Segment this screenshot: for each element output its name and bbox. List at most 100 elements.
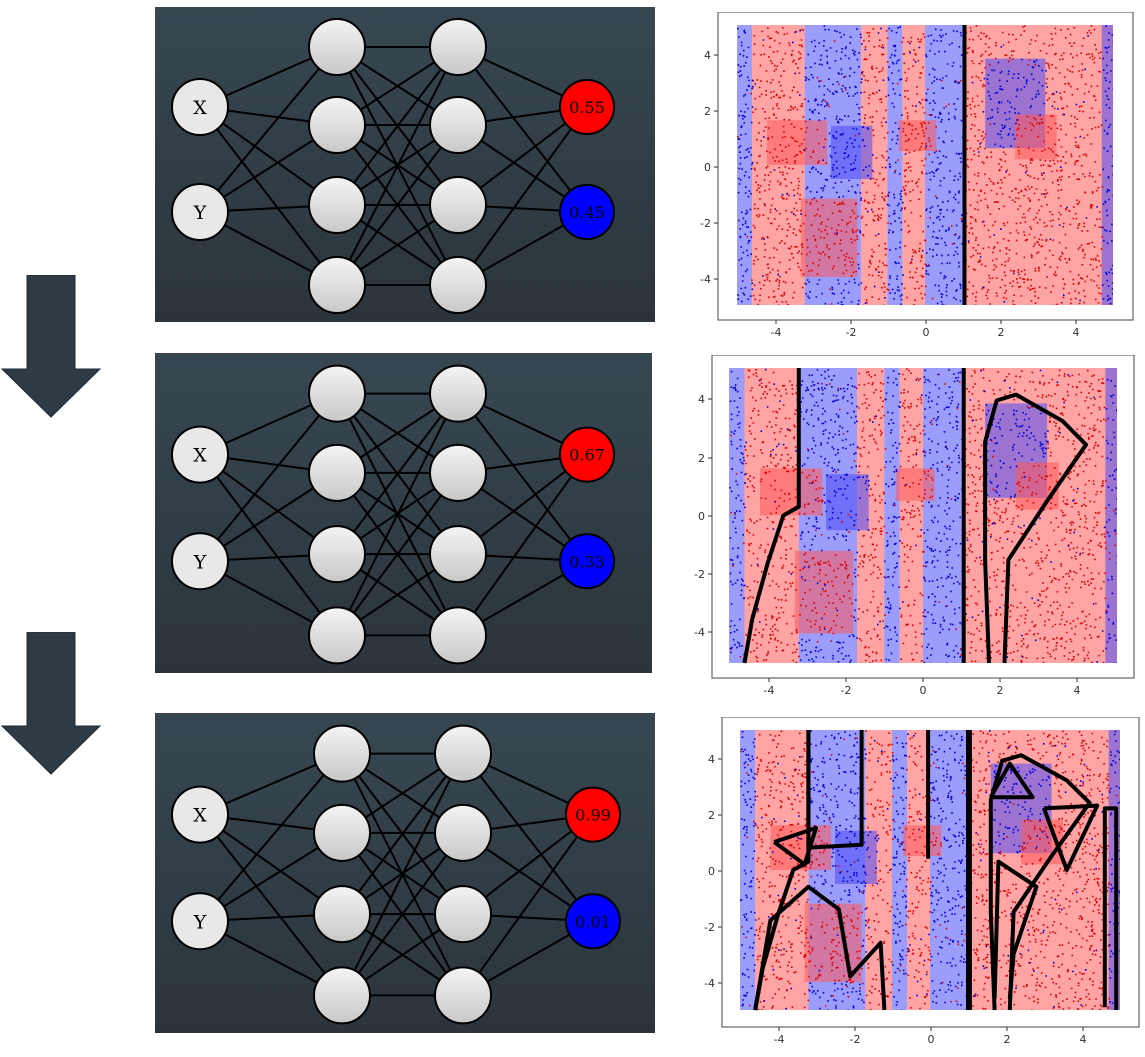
class-region xyxy=(804,903,862,982)
down-arrow-shape xyxy=(0,275,102,418)
y-tick-label: -4 xyxy=(694,626,705,639)
boundary-line xyxy=(989,761,1035,800)
class-region xyxy=(729,368,745,663)
output-probability: 0.33 xyxy=(569,552,605,571)
class-region xyxy=(835,830,877,884)
output-node-red xyxy=(559,426,615,483)
y-tick-label: 4 xyxy=(704,49,711,62)
boundary-line xyxy=(742,368,801,664)
hidden-node xyxy=(434,803,492,862)
connection-line xyxy=(457,106,588,286)
x-tick-label: 2 xyxy=(1004,1033,1011,1046)
hidden-node xyxy=(434,966,492,1025)
class-region xyxy=(884,368,900,663)
hidden-node xyxy=(313,724,371,783)
connection-line xyxy=(199,453,338,637)
hidden-node xyxy=(308,96,366,154)
hidden-node xyxy=(429,176,487,234)
boundary-line xyxy=(806,730,864,850)
output-probability: 0.45 xyxy=(569,203,605,222)
class-region xyxy=(740,730,756,1010)
class-region xyxy=(800,198,858,277)
hidden-node xyxy=(434,724,492,783)
y-tick-label: 0 xyxy=(704,161,711,174)
y-tick-label: 4 xyxy=(708,753,715,766)
class-region xyxy=(1105,368,1117,663)
hidden-node xyxy=(308,18,366,76)
down-arrow-shape xyxy=(0,632,102,775)
scatter-points xyxy=(729,368,1117,663)
hidden-node xyxy=(308,364,366,423)
decision-boundary-plot: -4 -2 0 2 4 4 2 0 -2 -4 xyxy=(700,12,1134,339)
output-node-red xyxy=(559,79,615,135)
decision-boundary xyxy=(753,730,1119,1011)
class-region xyxy=(925,25,963,305)
hidden-node xyxy=(313,885,371,944)
boundary-line xyxy=(773,826,818,867)
output-probability: 0.01 xyxy=(575,912,611,931)
input-node xyxy=(171,78,229,136)
boundary-line xyxy=(753,884,887,1011)
axis-ticks: -4 -2 0 2 4 4 2 0 -2 -4 xyxy=(704,753,1086,1046)
x-tick-label: 2 xyxy=(997,684,1004,697)
hidden-node xyxy=(434,885,492,944)
decision-boundary-plot: -4 -2 0 2 4 4 2 0 -2 -4 xyxy=(704,717,1140,1046)
hidden-node xyxy=(313,966,371,1025)
x-tick-label: -4 xyxy=(764,684,775,697)
input-node-label: Y xyxy=(193,551,207,573)
output-node-blue xyxy=(559,533,615,590)
y-tick-label: -2 xyxy=(694,568,705,581)
input-node-label: Y xyxy=(193,911,207,933)
hidden-node xyxy=(429,606,487,665)
x-tick-label: 4 xyxy=(1074,684,1081,697)
input-node xyxy=(171,532,229,591)
class-region xyxy=(831,125,873,179)
scatter-points xyxy=(737,25,1113,305)
output-probability: 0.67 xyxy=(569,446,605,465)
x-tick-label: 0 xyxy=(928,1033,935,1046)
scatter-points xyxy=(740,730,1120,1010)
decision-boundary xyxy=(742,368,1088,664)
output-node-blue xyxy=(559,184,615,240)
boundary-line xyxy=(1042,803,1100,872)
connection-line xyxy=(457,454,588,636)
network-diagram-panel: X Y 0.55 0.45 xyxy=(155,7,655,322)
connection-line xyxy=(341,832,464,997)
hidden-node xyxy=(308,525,366,584)
hidden-node xyxy=(313,803,371,862)
output-probability: 0.99 xyxy=(575,806,611,825)
connection-line xyxy=(457,46,588,213)
down-arrow-icon xyxy=(0,275,102,418)
connection-line xyxy=(199,106,338,286)
connection-line xyxy=(199,813,343,997)
class-region xyxy=(1016,462,1059,510)
class-region xyxy=(930,730,968,1010)
x-tick-label: -4 xyxy=(774,1033,785,1046)
boundary-line xyxy=(1102,806,1119,1010)
y-tick-label: -4 xyxy=(700,273,711,286)
x-tick-label: 4 xyxy=(1080,1033,1087,1046)
y-tick-label: 0 xyxy=(708,865,715,878)
connection-line xyxy=(199,393,338,562)
hidden-node xyxy=(308,443,366,502)
class-region xyxy=(907,730,930,1010)
x-tick-label: 0 xyxy=(920,684,927,697)
connection-line xyxy=(457,393,588,562)
y-tick-label: 2 xyxy=(698,452,705,465)
class-region xyxy=(737,25,753,305)
connection-line xyxy=(341,753,464,915)
class-region xyxy=(902,25,925,305)
network-diagram-panel: X Y 0.99 0.01 xyxy=(155,713,655,1033)
hidden-node xyxy=(429,96,487,154)
hidden-node xyxy=(429,256,487,314)
class-region xyxy=(892,730,908,1010)
class-region xyxy=(923,368,962,663)
panel-background xyxy=(155,353,652,673)
axis-ticks: -4 -2 0 2 4 4 2 0 -2 -4 xyxy=(694,393,1080,697)
connection-line xyxy=(336,393,459,555)
y-tick-label: -4 xyxy=(704,977,715,990)
y-tick-label: 2 xyxy=(704,105,711,118)
class-region xyxy=(899,368,923,663)
connection-line xyxy=(199,46,338,213)
connection-line xyxy=(462,753,594,922)
